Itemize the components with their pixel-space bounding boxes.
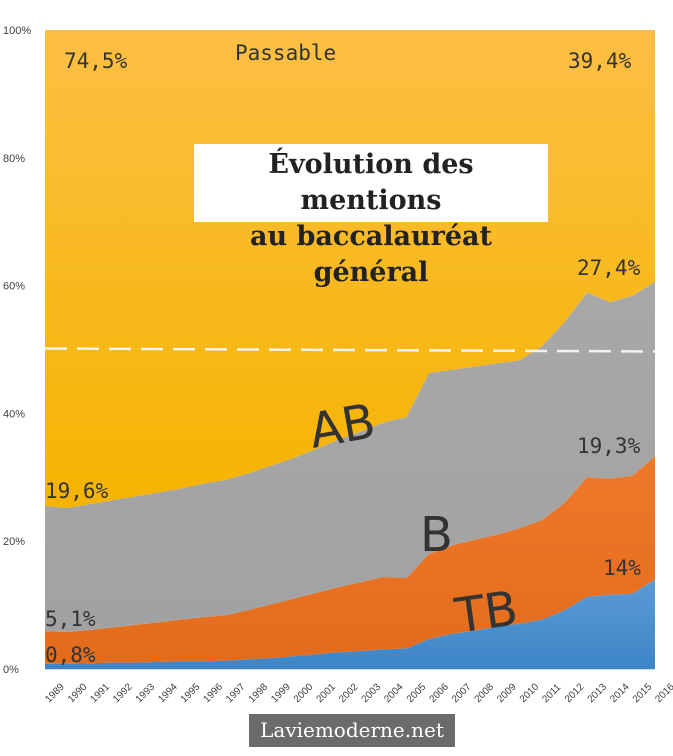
x-tick-label: 2013 — [586, 681, 610, 705]
annotation-tb-2016: 14% — [603, 556, 641, 580]
band-label-ab: AB — [305, 393, 379, 460]
y-tick-label: 40% — [3, 408, 25, 420]
annotation-ab-2016: 27,4% — [577, 256, 641, 280]
annotation-b-2016: 19,3% — [577, 434, 641, 458]
x-tick-label: 1991 — [89, 681, 113, 705]
site-watermark: Laviemoderne.net — [249, 714, 455, 747]
x-tick-label: 2015 — [631, 681, 655, 705]
band-label-b: B — [420, 507, 453, 563]
x-tick-label: 2004 — [382, 681, 406, 705]
x-tick-label: 1990 — [66, 681, 90, 705]
y-tick-label: 20% — [3, 536, 25, 548]
x-tick-label: 2000 — [292, 681, 316, 705]
x-tick-label: 2001 — [314, 681, 338, 705]
x-tick-label: 1999 — [269, 681, 293, 705]
x-tick-label: 2014 — [608, 681, 632, 705]
x-tick-label: 1992 — [111, 681, 135, 705]
area-series-ab — [45, 281, 655, 632]
x-tick-label: 2008 — [473, 681, 497, 705]
x-tick-label: 2011 — [540, 682, 563, 705]
x-tick-label: 2003 — [360, 681, 384, 705]
x-tick-label: 2009 — [495, 681, 519, 705]
x-tick-label: 1994 — [156, 681, 180, 705]
annotation-tb-1989: 0,8% — [45, 643, 96, 667]
band-label-tb: TB — [451, 580, 521, 644]
annotation-b-1989: 5,1% — [45, 607, 96, 631]
x-tick-label: 1998 — [247, 681, 271, 705]
chart-title-line-1: Évolution des mentions — [268, 149, 474, 216]
annotation-passable-2016: 39,4% — [568, 49, 632, 73]
reference-line-50 — [44, 347, 656, 353]
annotation-ab-1989: 19,6% — [45, 479, 109, 503]
x-tick-label: 2002 — [337, 681, 361, 705]
x-tick-label: 1997 — [224, 681, 248, 705]
band-label-passable: Passable — [235, 41, 336, 65]
chart-title-line-2: au baccalauréat général — [249, 221, 493, 288]
x-tick-label: 2006 — [427, 681, 451, 705]
x-tick-label: 2012 — [563, 681, 587, 705]
x-tick-label: 2007 — [450, 681, 474, 705]
x-tick-label: 1989 — [43, 681, 67, 705]
x-tick-label: 1995 — [179, 681, 203, 705]
x-tick-label: 1993 — [134, 681, 158, 705]
area-series-tb — [45, 579, 655, 669]
y-tick-label: 100% — [3, 25, 31, 37]
x-tick-label: 2016 — [653, 681, 673, 705]
y-tick-label: 0% — [3, 664, 19, 676]
x-tick-label: 2010 — [518, 681, 542, 705]
x-tick-label: 1996 — [201, 681, 225, 705]
x-tick-label: 2005 — [405, 681, 429, 705]
y-tick-label: 60% — [3, 281, 25, 293]
area-series-b — [45, 456, 655, 664]
annotation-passable-1989: 74,5% — [64, 49, 128, 73]
y-tick-label: 80% — [3, 153, 25, 165]
chart-title: Évolution des mentions au baccalauréat g… — [194, 144, 548, 288]
